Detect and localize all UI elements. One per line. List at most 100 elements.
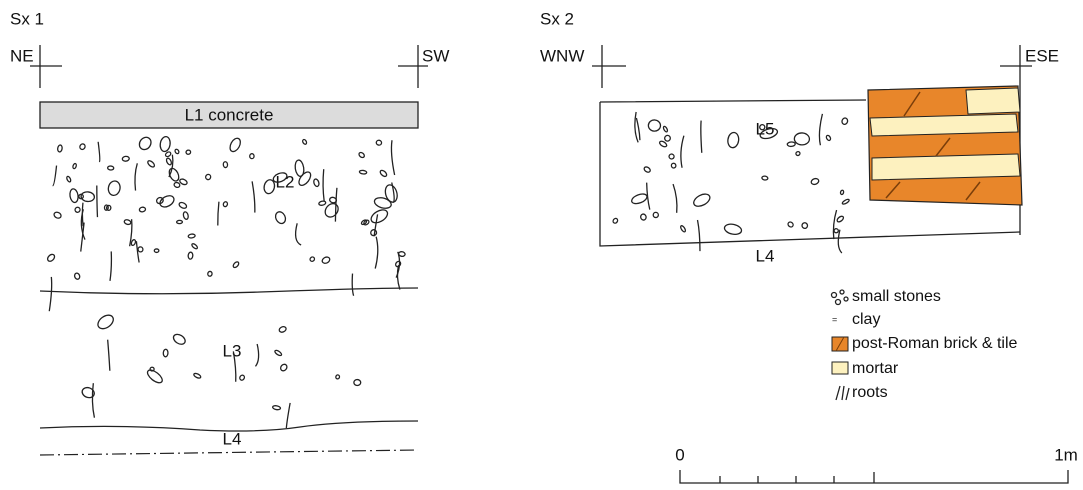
stone bbox=[795, 151, 800, 156]
stone bbox=[841, 117, 848, 125]
stone bbox=[379, 169, 388, 177]
stone bbox=[138, 246, 144, 252]
root bbox=[681, 136, 684, 168]
stone bbox=[272, 405, 280, 410]
stone bbox=[145, 368, 164, 385]
legend-swatch bbox=[836, 386, 849, 400]
orientation-label: NE bbox=[10, 46, 34, 65]
stone bbox=[663, 126, 669, 133]
stone bbox=[664, 135, 671, 142]
stone bbox=[643, 166, 651, 173]
stone bbox=[787, 142, 795, 147]
stone bbox=[826, 135, 832, 141]
stone bbox=[188, 252, 193, 259]
stone bbox=[188, 234, 195, 239]
legend-label: small stones bbox=[852, 288, 941, 305]
root bbox=[323, 169, 324, 201]
orientation-label: WNW bbox=[540, 46, 584, 65]
section-drawing: Sx 1 NE SW L1 concrete L2 L3 L4 Sx 2 WNW… bbox=[0, 0, 1083, 490]
stone bbox=[653, 212, 659, 218]
legend-label: mortar bbox=[852, 360, 899, 377]
legend-label: post-Roman brick & tile bbox=[852, 335, 1017, 352]
root bbox=[352, 274, 353, 296]
stone bbox=[668, 153, 675, 160]
section-title: Sx 1 bbox=[10, 9, 44, 28]
stone bbox=[150, 367, 155, 371]
stone bbox=[72, 163, 77, 169]
stone bbox=[359, 170, 367, 174]
stone bbox=[95, 312, 115, 331]
layer-label: L3 bbox=[223, 341, 242, 360]
legend-swatch bbox=[832, 337, 848, 351]
stone bbox=[836, 215, 844, 223]
root bbox=[391, 140, 394, 175]
stone bbox=[834, 228, 839, 233]
root bbox=[92, 383, 94, 418]
stone bbox=[124, 219, 132, 225]
stone bbox=[313, 178, 320, 187]
stone bbox=[66, 176, 71, 183]
stone bbox=[163, 349, 168, 357]
layer-label: L4 bbox=[223, 429, 242, 448]
stone bbox=[318, 200, 326, 205]
stone bbox=[69, 188, 79, 203]
layer-label: L1 concrete bbox=[185, 105, 274, 124]
stone bbox=[232, 261, 240, 269]
stone bbox=[309, 256, 315, 262]
stone bbox=[278, 326, 287, 334]
stone bbox=[159, 136, 171, 152]
stone bbox=[801, 222, 808, 229]
legend-label: clay bbox=[852, 311, 880, 328]
stone bbox=[297, 170, 313, 187]
stone bbox=[223, 162, 228, 168]
stone bbox=[302, 139, 307, 145]
stone bbox=[840, 190, 844, 195]
stone bbox=[74, 206, 81, 213]
stone bbox=[787, 221, 794, 228]
stone bbox=[186, 150, 191, 155]
stone bbox=[239, 374, 245, 381]
legend-label: roots bbox=[852, 384, 888, 401]
stone bbox=[131, 239, 137, 246]
stone bbox=[274, 349, 282, 356]
stone bbox=[165, 151, 172, 157]
stone bbox=[183, 211, 189, 220]
root bbox=[392, 183, 394, 203]
stone bbox=[139, 207, 146, 213]
stone bbox=[630, 192, 648, 205]
stone bbox=[177, 220, 183, 223]
legend: small stones = clay post-Roman brick & t… bbox=[832, 288, 1018, 401]
stone bbox=[335, 374, 340, 379]
brick-wall bbox=[868, 86, 1022, 205]
stone bbox=[158, 193, 176, 209]
root bbox=[135, 163, 137, 190]
stone bbox=[274, 210, 288, 225]
scale-label: 1m bbox=[1054, 445, 1078, 464]
stone bbox=[207, 271, 212, 276]
stones bbox=[46, 135, 405, 428]
root bbox=[252, 181, 255, 212]
stone bbox=[842, 198, 850, 205]
stone bbox=[172, 332, 187, 346]
root bbox=[296, 223, 302, 245]
stone bbox=[174, 149, 179, 155]
stone bbox=[53, 211, 62, 219]
stone bbox=[354, 380, 361, 386]
stone bbox=[147, 160, 156, 169]
stone bbox=[692, 192, 712, 209]
root bbox=[49, 277, 51, 311]
stone bbox=[680, 225, 687, 233]
section-title: Sx 2 bbox=[540, 9, 574, 28]
datum-marks bbox=[30, 45, 428, 88]
legend-swatch bbox=[832, 362, 848, 374]
stone bbox=[640, 213, 647, 220]
root bbox=[838, 230, 842, 253]
stone bbox=[279, 363, 288, 372]
stone bbox=[373, 196, 392, 210]
root bbox=[218, 202, 219, 226]
stone bbox=[166, 157, 173, 165]
orientation-label: ESE bbox=[1025, 46, 1059, 65]
stone bbox=[250, 154, 254, 159]
stone bbox=[810, 178, 819, 186]
layer-label: L4 bbox=[756, 246, 775, 265]
